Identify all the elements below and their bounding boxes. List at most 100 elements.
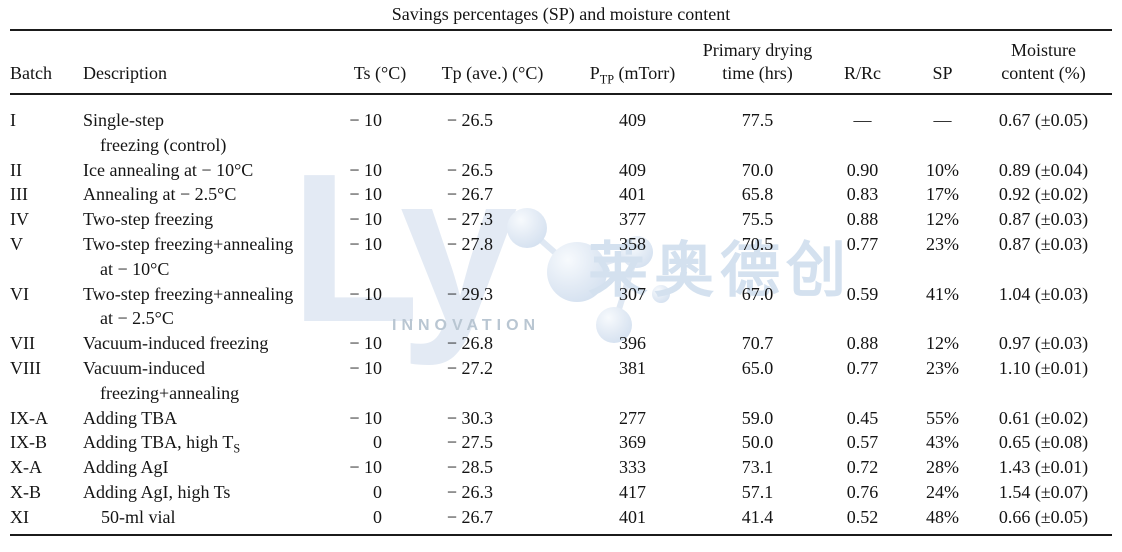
moisture-cell: 1.10 (±0.01) [998, 357, 1089, 378]
ts-cell: − 10 [349, 407, 382, 428]
ts-cell: − 10 [349, 110, 382, 130]
sp-cell: 12% [926, 209, 959, 230]
moisture-cell: 0.89 (±0.04) [998, 159, 1089, 180]
batch-cell: VII [10, 333, 35, 354]
batch-cell: II [10, 159, 22, 180]
ptp-cell: 409 [619, 159, 646, 180]
moisture-cell: 0.87 (±0.03) [998, 233, 1089, 254]
ptp-symbol: P [589, 63, 600, 83]
table-row: VI Two-step freezing+annealing at − 2.5°C −… [10, 282, 1112, 332]
description-line1: Two-step freezing [83, 209, 214, 230]
description-line1: Ice annealing at − 10°C [83, 159, 254, 180]
description-line1: Annealing at − 2.5°C [83, 184, 237, 205]
drying-time-cell: 65.8 [741, 184, 774, 205]
description-line1: Single-step [83, 110, 164, 130]
table-row: X-A Adding AgI − 10 − 28.5 333 73.1 0.72 28% 1.4… [10, 455, 1112, 480]
description-line1: Adding AgI [83, 457, 169, 478]
description-cell: Two-step freezing+annealing at − 10°C [83, 232, 340, 282]
batch-cell: IV [10, 209, 29, 230]
moisture-header-line2: content (%) [1001, 63, 1086, 83]
description-line2: freezing+annealing [100, 382, 240, 403]
ts-cell: − 10 [349, 184, 382, 205]
sp-cell: 12% [926, 333, 959, 354]
drying-time-cell: 75.5 [741, 209, 774, 230]
drying-time-cell: 73.1 [741, 457, 774, 478]
description-subscript: S [233, 441, 241, 456]
ts-cell: − 10 [349, 357, 382, 378]
col-header-sp: SP [910, 29, 975, 95]
description-cell: Adding AgI [83, 455, 340, 480]
ptp-cell: 333 [619, 457, 646, 478]
tp-cell: − 26.8 [446, 333, 493, 354]
description-cell: Adding TBA [83, 406, 340, 431]
description-line1: Adding TBA, high TS [83, 432, 241, 456]
rrc-cell: — [853, 110, 872, 130]
col-header-moisture: Moisture content (%) [975, 29, 1112, 95]
drying-time-cell: 65.0 [741, 357, 774, 378]
moisture-cell: 0.87 (±0.03) [998, 209, 1089, 230]
rrc-cell: 0.57 [846, 432, 879, 453]
description-cell: Two-step freezing+annealing at − 2.5°C [83, 282, 340, 332]
description-cell: Ice annealing at − 10°C [83, 158, 340, 183]
rrc-cell: 0.72 [846, 457, 879, 478]
moisture-cell: 1.54 (±0.07) [998, 481, 1089, 502]
sp-cell: 43% [926, 432, 959, 453]
tp-cell: − 26.3 [446, 481, 493, 502]
ptp-cell: 307 [619, 283, 646, 304]
table-body: I Single-step freezing (control) − 10 − 26.5… [10, 94, 1112, 536]
table-row: V Two-step freezing+annealing at − 10°C − 1… [10, 232, 1112, 282]
table-title: Savings percentages (SP) and moisture co… [391, 4, 731, 24]
drying-time-cell: 41.4 [700, 504, 815, 536]
ts-cell: − 10 [349, 457, 382, 478]
drying-time-cell: 59.0 [741, 407, 774, 428]
moisture-cell: 0.67 (±0.05) [998, 110, 1089, 130]
moisture-header-line1: Moisture [1011, 40, 1076, 60]
batch-cell: IX-B [10, 432, 47, 453]
ptp-cell: 417 [619, 481, 646, 502]
rrc-cell: 0.88 [846, 333, 879, 354]
description-line1: 50-ml vial [101, 506, 176, 527]
rrc-cell: 0.76 [846, 481, 879, 502]
table-row: I Single-step freezing (control) − 10 − 26.5… [10, 94, 1112, 158]
ptp-cell: 277 [619, 407, 646, 428]
sp-cell: — [933, 110, 952, 130]
sp-cell: 55% [926, 407, 959, 428]
moisture-cell: 0.66 (±0.05) [975, 504, 1112, 536]
description-line2: at − 2.5°C [100, 308, 174, 329]
description-line2: at − 10°C [100, 258, 170, 279]
moisture-cell: 0.92 (±0.02) [998, 184, 1089, 205]
description-line2: freezing (control) [100, 134, 227, 155]
rrc-cell: 0.83 [846, 184, 879, 205]
tp-cell: − 28.5 [446, 457, 493, 478]
sp-cell: 23% [926, 357, 959, 378]
table-row: VII Vacuum-induced freezing − 10 − 26.8 396 7… [10, 331, 1112, 356]
table-row: X-B Adding AgI, high Ts 0 − 26.3 417 57.1 0.76… [10, 480, 1112, 505]
rrc-cell: 0.88 [846, 209, 879, 230]
ts-cell: − 10 [349, 209, 382, 230]
tp-cell: − 26.7 [420, 504, 565, 536]
tp-cell: − 27.2 [446, 357, 493, 378]
tp-cell: − 26.7 [446, 184, 493, 205]
table-row: XI 50-ml vial 0− 26.7 401 41.4 0.52 48% 0.66 (±… [10, 504, 1112, 536]
description-cell: Two-step freezing [83, 207, 340, 232]
ts-cell: 0 [373, 481, 382, 502]
table-row: III Annealing at − 2.5°C − 10 − 26.7 401 65.8… [10, 182, 1112, 207]
table-row: IX-A Adding TBA − 10 − 30.3 277 59.0 0.45 55% 0.… [10, 406, 1112, 431]
ptp-cell: 377 [619, 209, 646, 230]
batch-cell: VIII [10, 357, 41, 378]
description-line1: Vacuum-induced freezing [83, 333, 269, 354]
col-header-batch: Batch [10, 29, 83, 95]
batch-cell: I [10, 110, 16, 130]
description-cell: Annealing at − 2.5°C [83, 182, 340, 207]
col-header-ptp: PTP (mTorr) [565, 29, 700, 95]
ts-cell: 0 [340, 504, 420, 536]
moisture-cell: 1.43 (±0.01) [998, 457, 1089, 478]
table-row: IX-B Adding TBA, high TS 0 − 27.5 369 50.0 0.5… [10, 430, 1112, 455]
description-line1: Vacuum-induced [83, 357, 205, 378]
ptp-cell: 401 [619, 184, 646, 205]
table-row: II Ice annealing at − 10°C − 10 − 26.5 409 70… [10, 158, 1112, 183]
batch-cell: X-B [10, 481, 41, 502]
moisture-cell: 0.97 (±0.03) [998, 333, 1089, 354]
ptp-unit: (mTorr) [614, 63, 676, 83]
